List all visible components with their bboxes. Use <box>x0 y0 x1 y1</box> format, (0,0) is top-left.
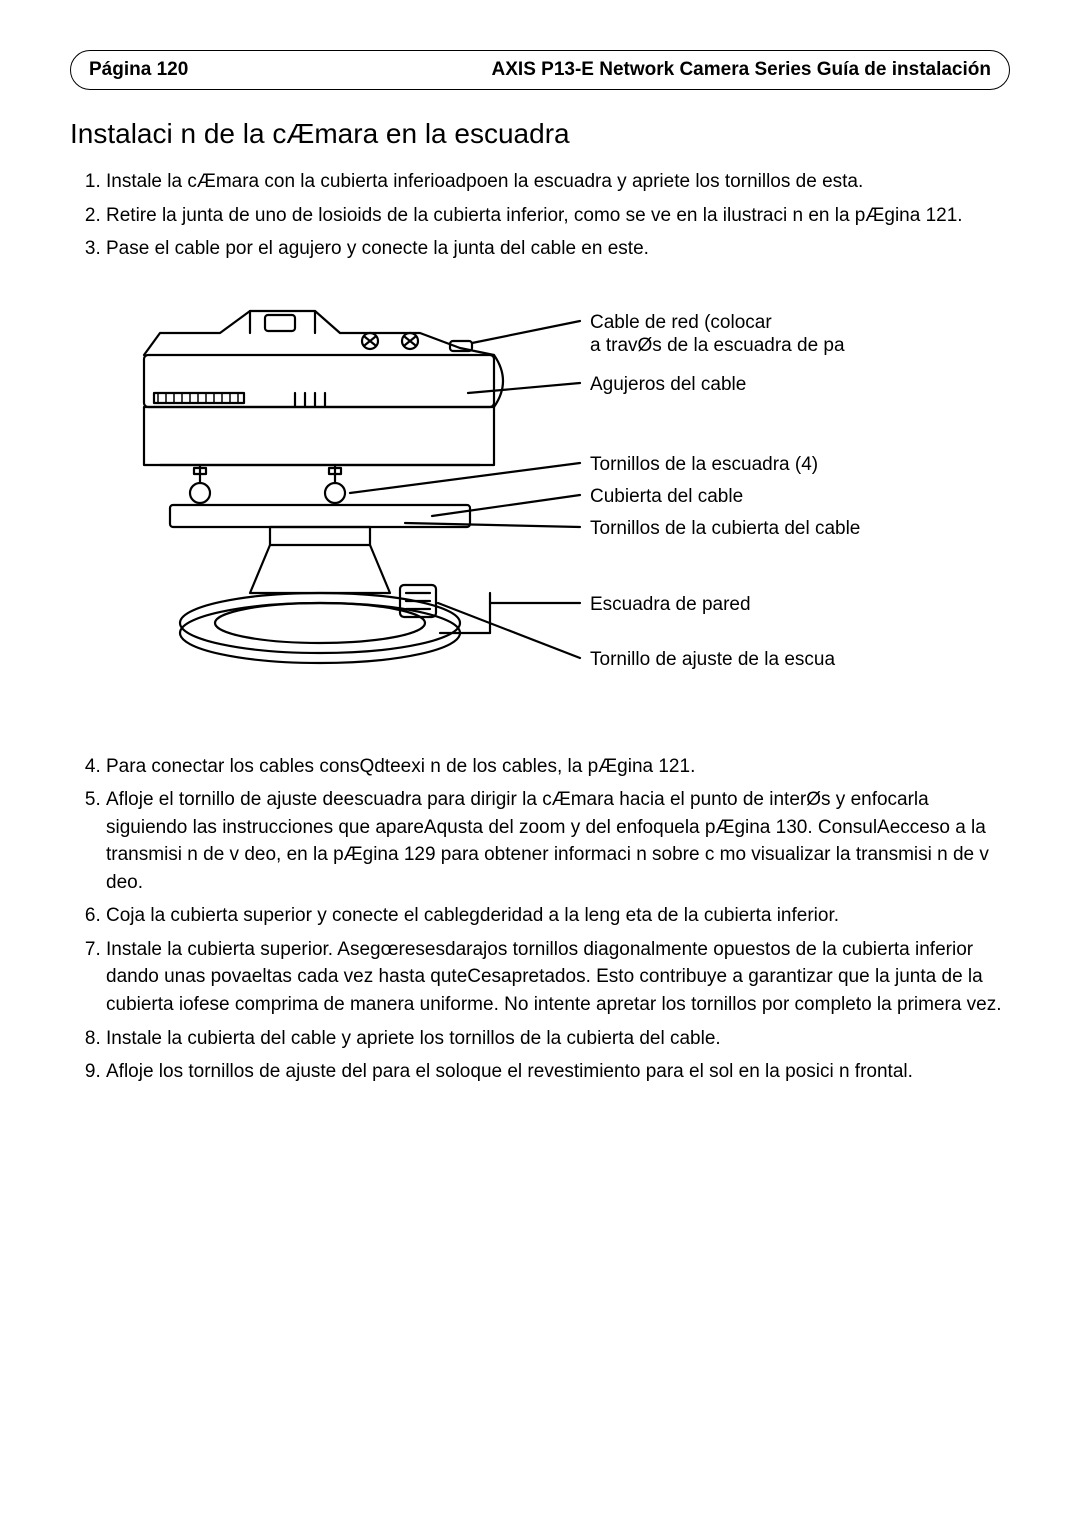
callout-bracket-screws: Tornillos de la escuadra (4) <box>590 453 818 477</box>
step-9: Afloje los tornillos de ajuste del para … <box>106 1058 1010 1086</box>
page-header: Página 120 AXIS P13-E Network Camera Ser… <box>70 50 1010 90</box>
callout-line: a travØs de la escuadra de pa <box>590 335 845 356</box>
step-4: Para conectar los cables consQdteexi n d… <box>106 753 1010 781</box>
section-title: Instalaci n de la cÆmara en la escuadra <box>70 118 1010 150</box>
figure: Cable de red (colocar a travØs de la esc… <box>110 293 1010 723</box>
step-5: Afloje el tornillo de ajuste deescuadra … <box>106 786 1010 896</box>
step-7: Instale la cubierta superior. Asegœreses… <box>106 936 1010 1019</box>
callout-network-cable: Cable de red (colocar a travØs de la esc… <box>590 311 845 359</box>
callout-cable-cover-screws: Tornillos de la cubierta del cable <box>590 517 860 541</box>
document-title: AXIS P13-E Network Camera Series Guía de… <box>492 59 991 81</box>
callout-cable-holes: Agujeros del cable <box>590 373 746 397</box>
steps-top: Instale la cÆmara con la cubierta inferi… <box>70 168 1010 263</box>
step-6: Coja la cubierta superior y conecte el c… <box>106 902 1010 930</box>
page-number-label: Página 120 <box>89 59 188 81</box>
steps-bottom: Para conectar los cables consQdteexi n d… <box>70 753 1010 1086</box>
step-3: Pase el cable por el agujero y conecte l… <box>106 235 1010 263</box>
step-8: Instale la cubierta del cable y apriete … <box>106 1025 1010 1053</box>
callout-wall-bracket: Escuadra de pared <box>590 593 751 617</box>
step-1: Instale la cÆmara con la cubierta inferi… <box>106 168 1010 196</box>
camera-bracket-diagram <box>110 293 1010 723</box>
callout-cable-cover: Cubierta del cable <box>590 485 743 509</box>
callout-line: Cable de red (colocar <box>590 312 772 333</box>
page: Página 120 AXIS P13-E Network Camera Ser… <box>0 0 1080 1529</box>
callout-adjust-screw: Tornillo de ajuste de la escua <box>590 648 835 672</box>
step-2: Retire la junta de uno de losioids de la… <box>106 202 1010 230</box>
